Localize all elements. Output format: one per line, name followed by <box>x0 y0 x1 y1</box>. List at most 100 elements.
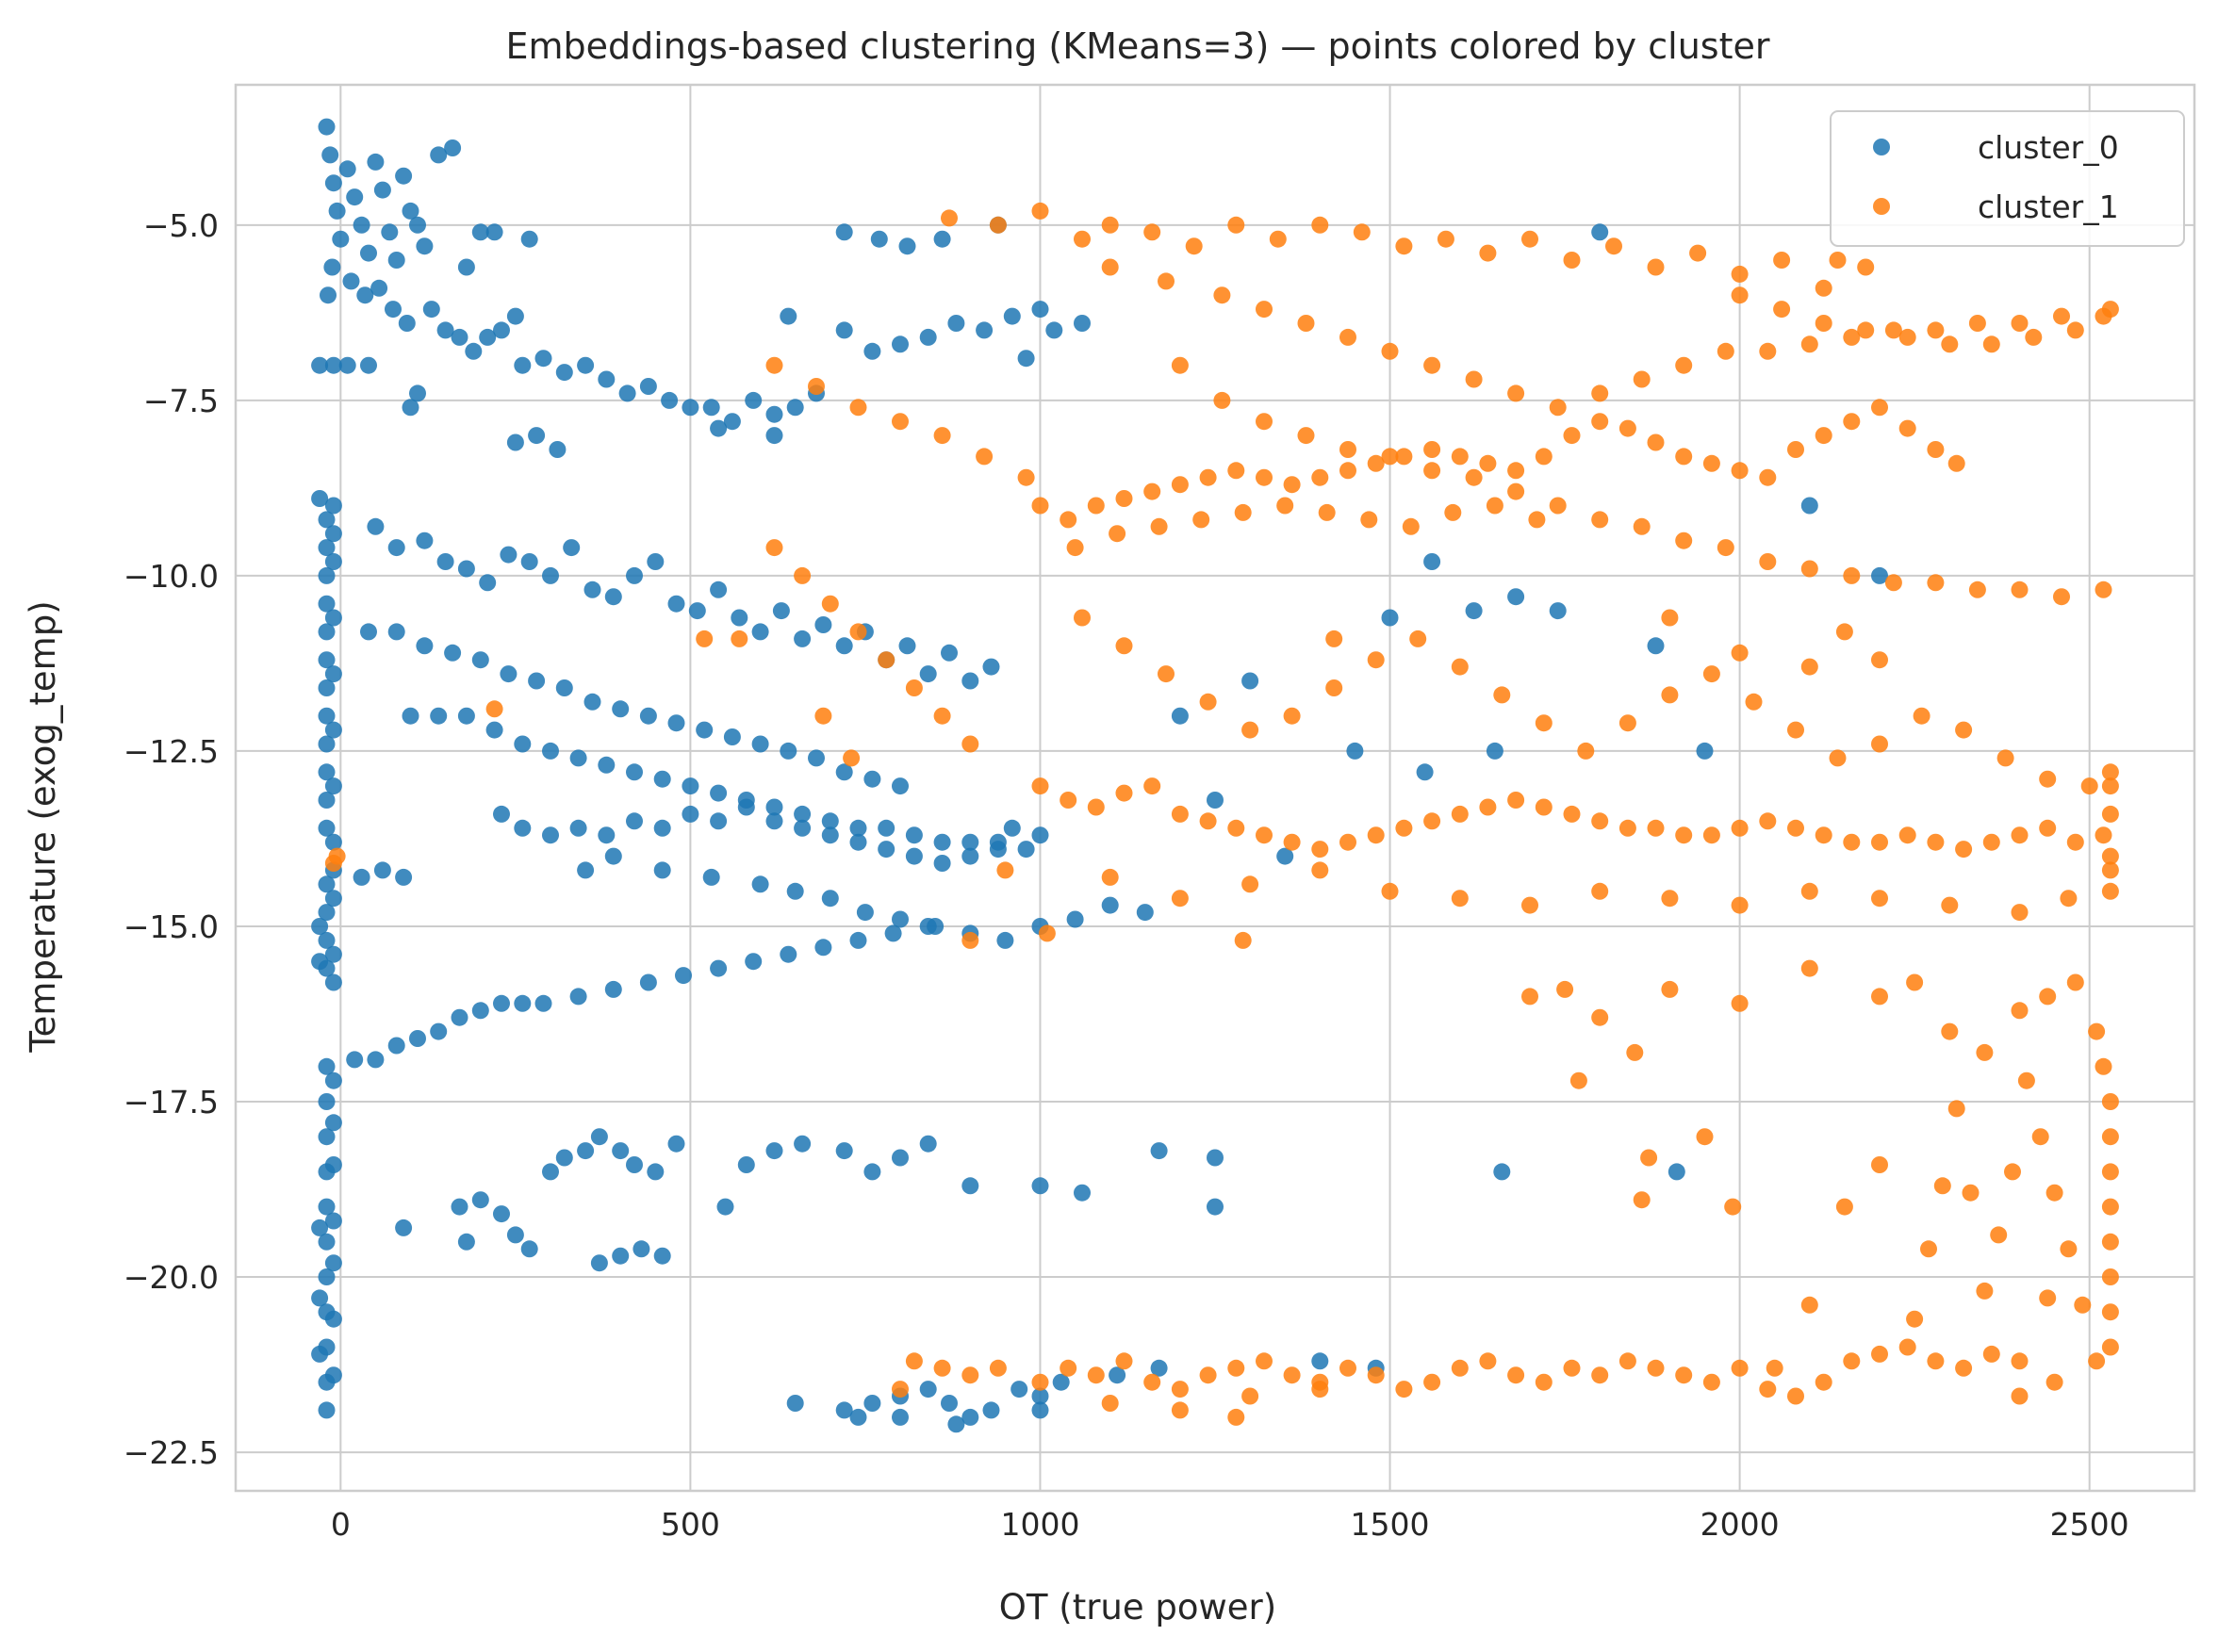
data-point-cluster_0 <box>898 237 916 255</box>
data-point-cluster_1 <box>1074 230 1091 248</box>
data-point-cluster_1 <box>2060 1240 2078 1258</box>
data-point-cluster_0 <box>465 342 483 360</box>
data-point-cluster_1 <box>1507 1366 1525 1384</box>
data-point-cluster_1 <box>1829 749 1847 767</box>
data-point-cluster_1 <box>1871 735 1888 753</box>
data-point-cluster_0 <box>1017 350 1035 368</box>
data-point-cluster_0 <box>436 553 454 570</box>
data-point-cluster_1 <box>1702 454 1720 472</box>
data-point-cluster_1 <box>1633 517 1651 535</box>
legend-box <box>1830 110 2185 247</box>
data-point-cluster_1 <box>1982 1345 2000 1363</box>
data-point-cluster_0 <box>500 546 518 564</box>
data-point-cluster_1 <box>1395 819 1413 837</box>
data-point-cluster_0 <box>653 770 671 788</box>
data-point-cluster_1 <box>892 413 909 431</box>
data-point-cluster_0 <box>373 861 391 879</box>
x-tick-label: 2000 <box>1700 1506 1780 1543</box>
data-point-cluster_1 <box>1101 258 1119 276</box>
data-point-cluster_1 <box>1661 686 1679 704</box>
data-point-cluster_0 <box>479 574 497 592</box>
data-point-cluster_1 <box>1962 1184 1980 1202</box>
data-point-cluster_1 <box>1591 1366 1609 1384</box>
data-point-cluster_0 <box>1207 1149 1224 1167</box>
data-point-cluster_0 <box>626 763 643 781</box>
data-point-cluster_0 <box>633 1240 650 1258</box>
data-point-cluster_1 <box>1982 833 2000 851</box>
data-point-cluster_0 <box>318 679 336 696</box>
data-point-cluster_1 <box>2101 882 2119 900</box>
data-point-cluster_1 <box>1325 630 1343 647</box>
data-point-cluster_1 <box>1031 777 1049 795</box>
data-point-cluster_1 <box>1759 1381 1777 1398</box>
data-point-cluster_0 <box>1017 841 1035 859</box>
data-point-cluster_0 <box>675 967 692 985</box>
data-point-cluster_0 <box>780 945 797 963</box>
data-point-cluster_0 <box>506 433 524 451</box>
data-point-cluster_1 <box>2066 321 2084 339</box>
data-point-cluster_1 <box>2095 1057 2112 1075</box>
data-point-cluster_1 <box>1171 1401 1189 1419</box>
data-point-cluster_1 <box>1843 1352 1861 1370</box>
data-point-cluster_0 <box>1003 307 1021 325</box>
data-point-cluster_0 <box>500 665 518 683</box>
data-point-cluster_1 <box>1256 826 1273 844</box>
data-point-cluster_0 <box>996 931 1014 949</box>
data-point-cluster_1 <box>1227 216 1245 234</box>
data-point-cluster_1 <box>2101 301 2119 319</box>
data-point-cluster_1 <box>1451 448 1469 466</box>
data-point-cluster_1 <box>1367 1366 1385 1384</box>
data-point-cluster_0 <box>667 714 685 732</box>
data-point-cluster_1 <box>1920 1240 1937 1258</box>
data-point-cluster_0 <box>422 301 440 319</box>
data-point-cluster_0 <box>324 356 342 374</box>
data-point-cluster_0 <box>661 391 679 409</box>
data-point-cluster_0 <box>569 749 587 767</box>
data-point-cluster_1 <box>1618 419 1636 437</box>
data-point-cluster_0 <box>342 272 360 290</box>
data-point-cluster_0 <box>905 826 923 844</box>
data-point-cluster_0 <box>353 868 370 886</box>
data-point-cluster_1 <box>1898 328 1916 346</box>
data-point-cluster_0 <box>1171 707 1189 725</box>
data-point-cluster_1 <box>1115 1352 1133 1370</box>
data-point-cluster_1 <box>1256 1352 1273 1370</box>
data-point-cluster_1 <box>1549 399 1567 417</box>
data-point-cluster_1 <box>1843 833 1861 851</box>
data-point-cluster_0 <box>367 517 385 535</box>
data-point-cluster_1 <box>1479 454 1497 472</box>
data-point-cluster_0 <box>976 321 994 339</box>
data-point-cluster_0 <box>324 1114 342 1132</box>
data-point-cluster_1 <box>1871 988 1888 1006</box>
data-point-cluster_0 <box>723 728 741 745</box>
data-point-cluster_1 <box>1423 441 1441 458</box>
data-point-cluster_1 <box>1115 637 1133 655</box>
data-point-cluster_1 <box>1947 454 1965 472</box>
data-point-cluster_1 <box>1759 812 1777 830</box>
data-point-cluster_0 <box>332 230 350 248</box>
data-point-cluster_0 <box>346 1051 364 1069</box>
data-point-cluster_0 <box>311 918 329 935</box>
data-point-cluster_1 <box>2101 763 2119 781</box>
data-point-cluster_1 <box>1353 223 1371 241</box>
data-point-cluster_1 <box>1381 882 1399 900</box>
data-point-cluster_1 <box>1927 833 1945 851</box>
data-point-cluster_1 <box>1800 335 1818 353</box>
data-point-cluster_0 <box>751 735 769 753</box>
data-point-cluster_1 <box>1423 462 1441 480</box>
data-point-cluster_1 <box>905 679 923 696</box>
data-point-cluster_0 <box>577 356 595 374</box>
data-point-cluster_1 <box>2039 770 2057 788</box>
data-point-cluster_0 <box>878 819 895 837</box>
data-point-cluster_1 <box>1759 342 1777 360</box>
data-point-cluster_0 <box>1136 904 1154 922</box>
data-point-cluster_0 <box>338 160 356 178</box>
data-point-cluster_0 <box>444 644 462 662</box>
data-point-cluster_0 <box>702 399 720 417</box>
data-point-cluster_1 <box>1241 875 1259 893</box>
legend-label-cluster-1: cluster_1 <box>1978 188 2119 225</box>
data-point-cluster_1 <box>2011 1352 2029 1370</box>
data-point-cluster_1 <box>1171 890 1189 908</box>
data-point-cluster_1 <box>2053 307 2070 325</box>
